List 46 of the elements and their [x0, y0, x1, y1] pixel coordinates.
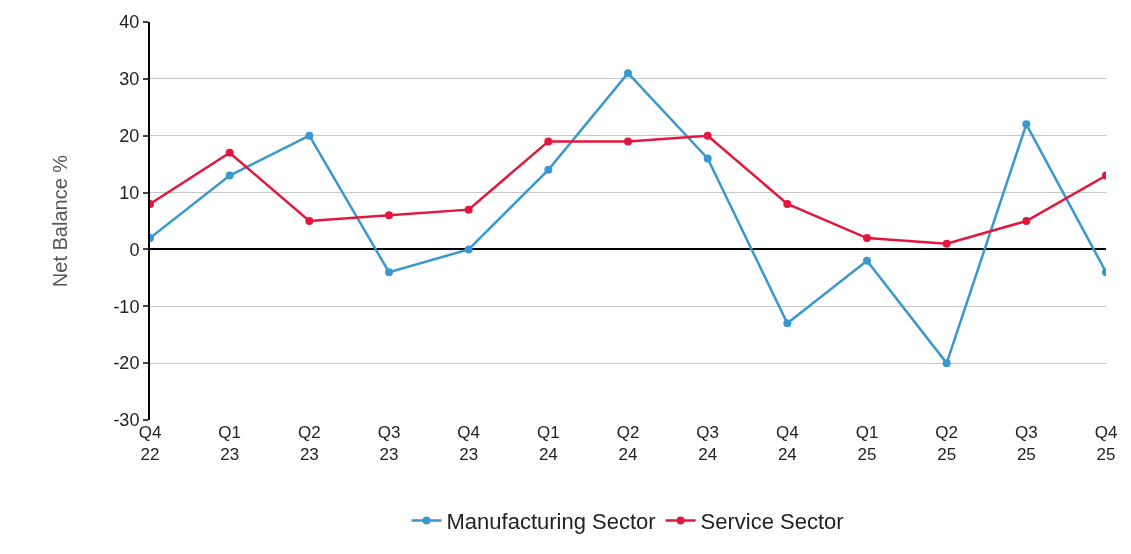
y-tick-label: 40 [119, 12, 140, 33]
x-tick-label: Q1 25 [855, 423, 879, 465]
y-tick-label: 20 [119, 126, 140, 147]
legend-label: Manufacturing Sector [446, 508, 656, 534]
x-tick-label: Q3 24 [696, 423, 720, 465]
point [464, 245, 473, 254]
x-tick-label: Q3 25 [1014, 423, 1038, 465]
point [464, 205, 473, 214]
point [624, 137, 632, 146]
x-tick-label: Q3 23 [377, 423, 401, 465]
point [863, 234, 871, 243]
point [624, 69, 632, 78]
y-tick-label: -20 [113, 353, 140, 374]
point [703, 131, 712, 140]
x-tick-label: Q4 24 [775, 423, 799, 465]
x-tick-label: Q2 25 [935, 423, 959, 465]
point [544, 137, 553, 146]
y-tick-label: 30 [119, 69, 140, 90]
x-tick-label: Q2 24 [616, 423, 640, 465]
point [703, 154, 712, 163]
point [305, 217, 314, 225]
y-tick-label: -30 [113, 410, 140, 431]
y-tick-label: 0 [129, 239, 140, 260]
point [305, 131, 314, 140]
x-tick-label: Q4 22 [138, 423, 162, 465]
point [385, 268, 393, 277]
x-tick-label: Q1 23 [218, 423, 242, 465]
y-tick-label: 10 [119, 182, 140, 203]
x-tick-label: Q1 24 [536, 423, 560, 465]
point [544, 165, 553, 174]
y-tick-label: -10 [113, 296, 140, 317]
point [863, 256, 871, 265]
legend-label: Service Sector [700, 508, 844, 534]
point [385, 211, 393, 220]
point [942, 239, 951, 248]
point [225, 148, 234, 157]
x-tick-label: Q2 23 [297, 423, 321, 465]
x-tick-label: Q4 25 [1094, 423, 1118, 465]
point [783, 199, 792, 208]
x-tick-label: Q4 23 [457, 423, 481, 465]
y-axis-title: Net Balance % [49, 154, 72, 288]
point [1022, 217, 1031, 225]
point [1022, 120, 1031, 129]
point [942, 359, 951, 368]
point [225, 171, 234, 180]
point [783, 319, 792, 328]
